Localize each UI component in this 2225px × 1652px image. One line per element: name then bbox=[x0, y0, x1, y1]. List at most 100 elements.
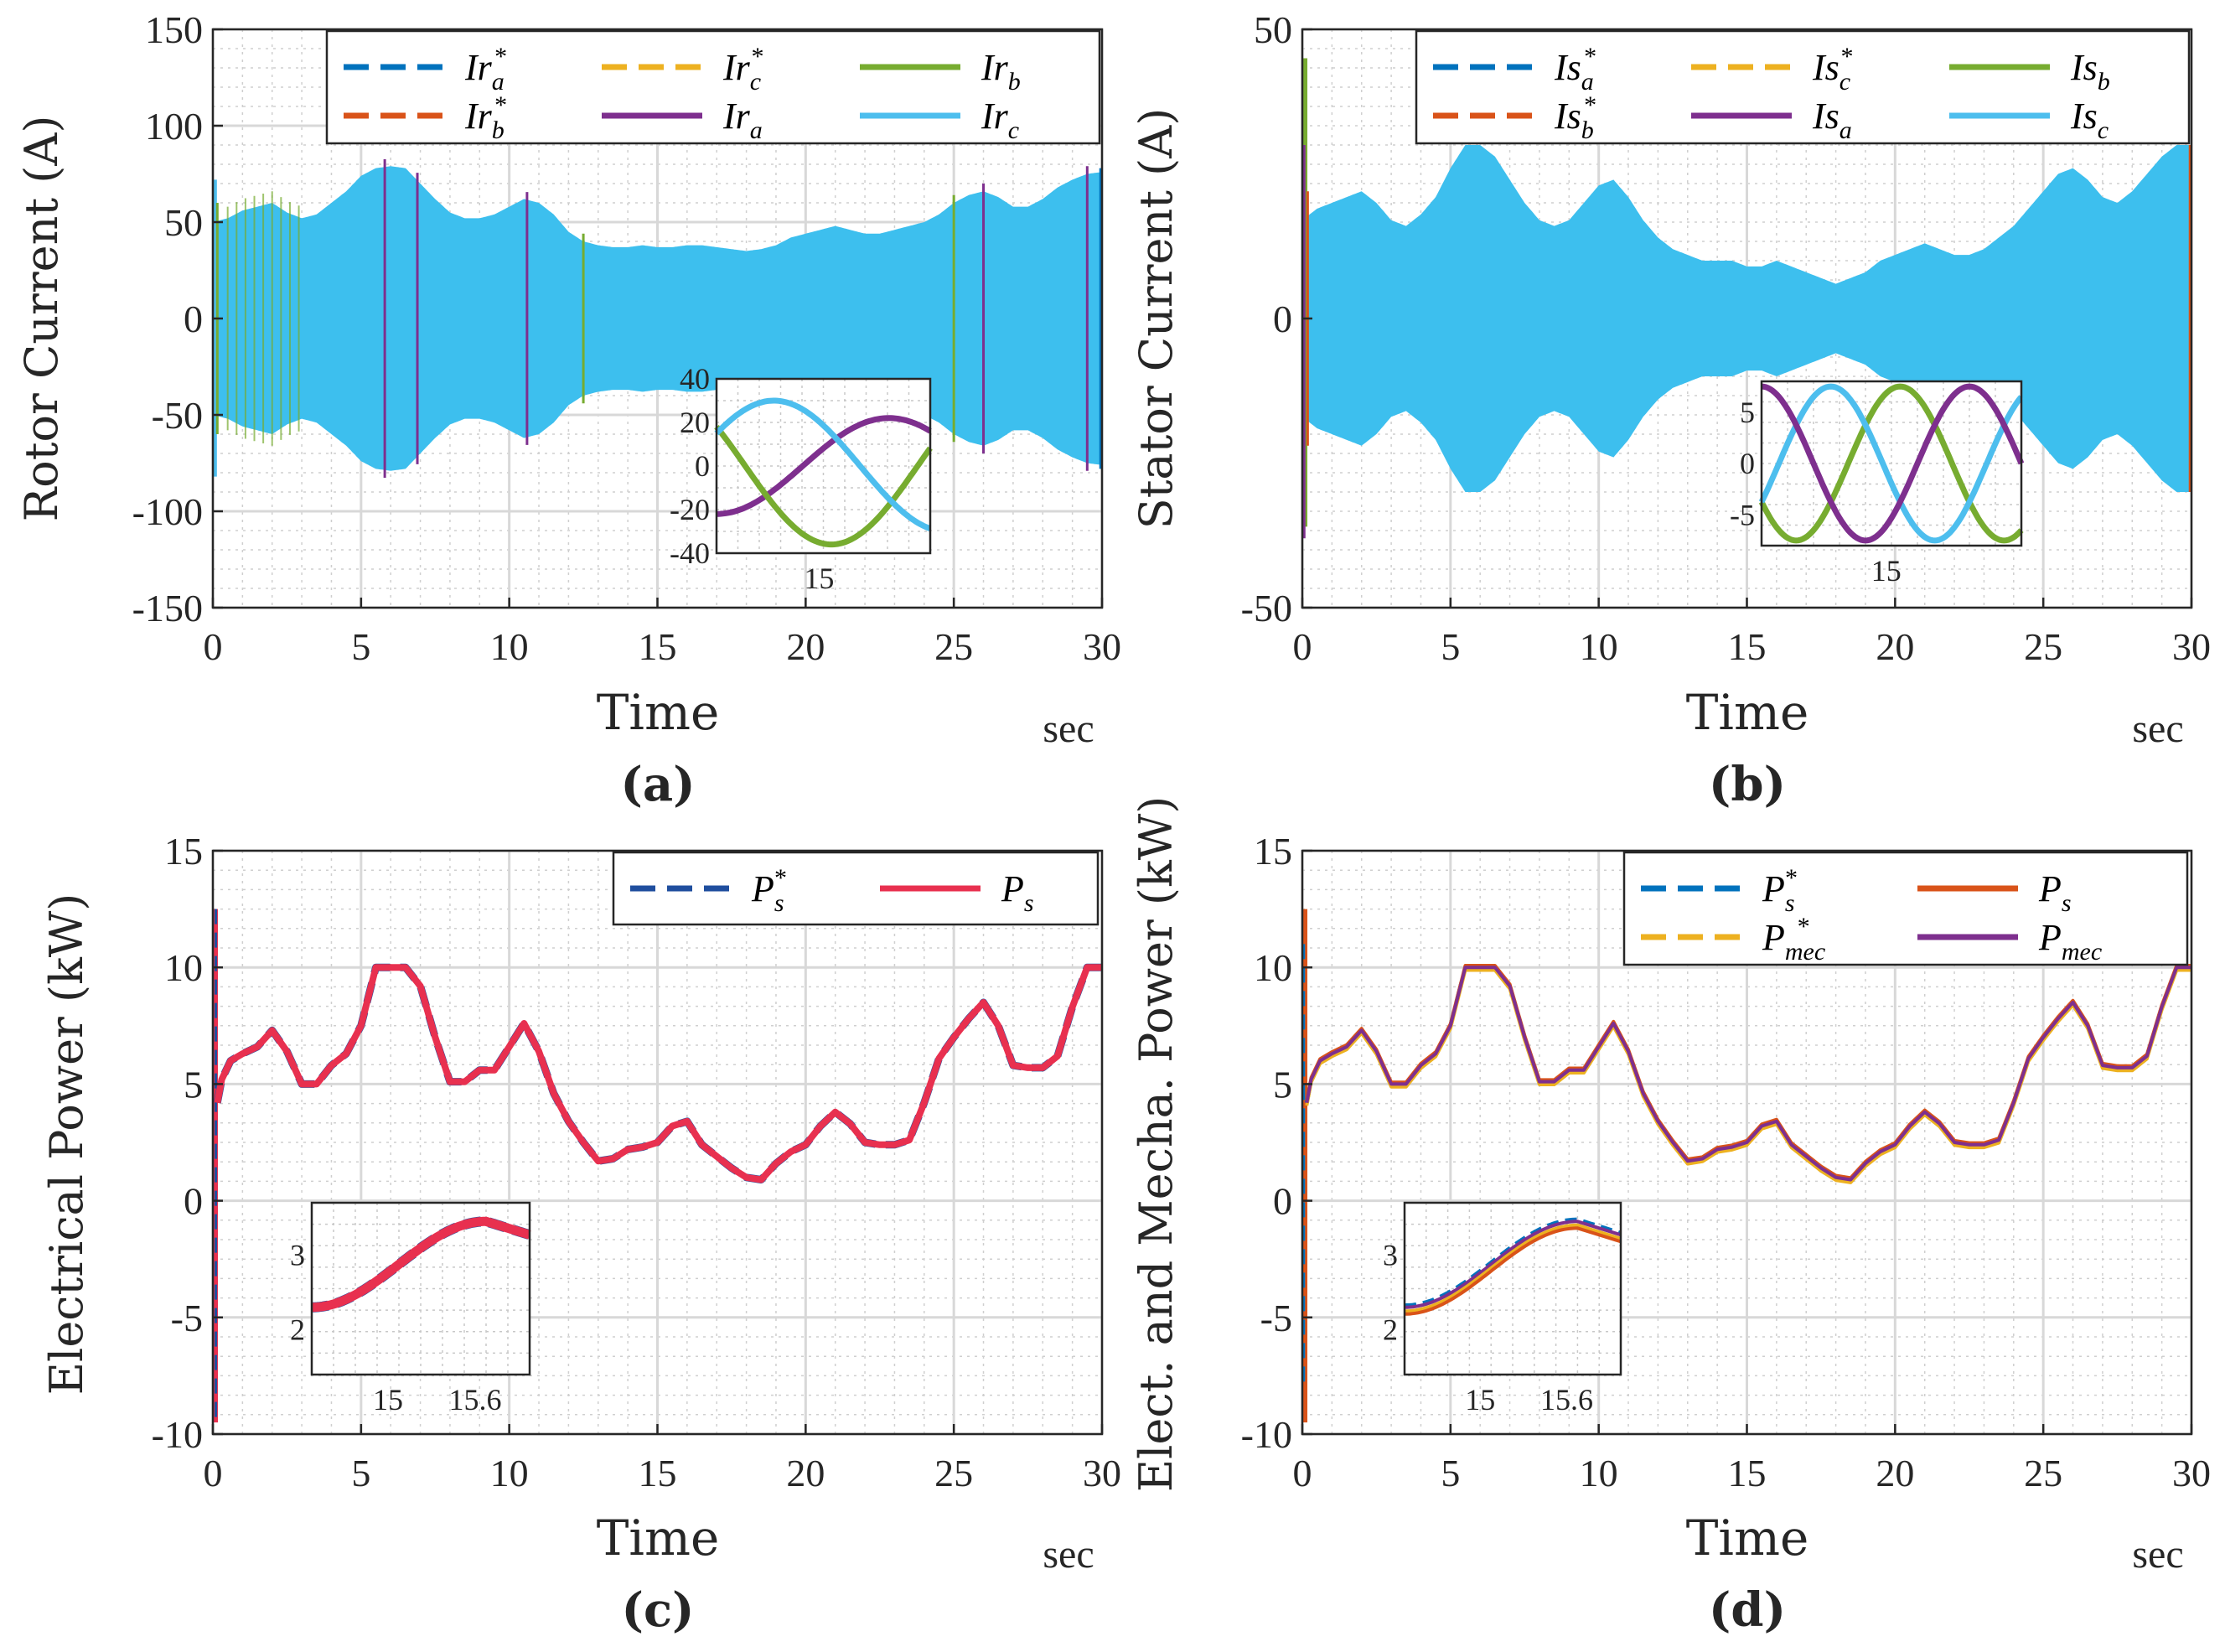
panel-d-ticks: 0 5 10 15 20 25 30 15 10 5 0 -5 -10 bbox=[1241, 830, 2211, 1494]
legend-label: Isc bbox=[2070, 96, 2109, 144]
legend-label: Ps* bbox=[751, 864, 786, 917]
ps-line bbox=[214, 964, 1102, 1183]
panel-c-plot bbox=[213, 909, 1102, 1423]
panel-d-legend: Ps* Ps Pmec* Pmec bbox=[1622, 851, 2189, 966]
x-tick-label: 10 bbox=[490, 1452, 529, 1494]
inset-y-tick-label: 0 bbox=[695, 449, 710, 483]
legend-label: Pmec bbox=[2038, 917, 2102, 966]
x-tick-label: 15 bbox=[639, 625, 677, 668]
inset-y-tick-label: 40 bbox=[680, 362, 710, 396]
ps-ref-line bbox=[213, 963, 1102, 1183]
inset-y-tick-label: -20 bbox=[670, 493, 710, 526]
panel-a-ylabel: Rotor Current (A) bbox=[15, 116, 68, 522]
inset-line bbox=[1404, 1217, 1622, 1308]
x-tick-label: 20 bbox=[1876, 1452, 1914, 1494]
legend-label: Irb bbox=[981, 47, 1021, 96]
y-tick-label: -5 bbox=[171, 1297, 203, 1339]
legend-label: Isb bbox=[2070, 47, 2110, 96]
panel-d-x-unit: sec bbox=[2132, 1532, 2183, 1577]
inset-y-tick-label: -40 bbox=[670, 536, 710, 570]
panel-b-legend: Isa* Isc* Isb Isb* Isa Isc bbox=[1415, 29, 2191, 145]
y-tick-label: 5 bbox=[184, 1063, 203, 1106]
x-tick-label: 30 bbox=[1083, 625, 1121, 668]
x-tick-label: 25 bbox=[934, 625, 973, 668]
legend-box bbox=[612, 851, 1100, 926]
y-tick-label: -10 bbox=[152, 1413, 203, 1456]
panel-c-x-unit: sec bbox=[1043, 1532, 1094, 1577]
x-tick-label: 0 bbox=[204, 1452, 223, 1494]
panel-c-ylabel: Electrical Power (kW) bbox=[40, 893, 93, 1396]
inset-x-tick-label: 15 bbox=[804, 562, 834, 595]
inset-series-is_c bbox=[1758, 383, 2024, 544]
y-tick-label: 0 bbox=[184, 1180, 203, 1223]
inset-series-is_b bbox=[1758, 383, 2024, 544]
series-p_mec-ref bbox=[1305, 968, 2191, 1184]
inset-y-tick-label: 20 bbox=[680, 406, 710, 439]
stator-current-envelope bbox=[1302, 145, 2191, 492]
panel-d-plot bbox=[1302, 909, 2191, 1423]
panel-b-inset: 5 0 -5 15 bbox=[1730, 380, 2025, 588]
panel-b-caption: (b) bbox=[1709, 757, 1786, 812]
inset-y-tick-label: 3 bbox=[290, 1238, 305, 1271]
inset-box bbox=[310, 1201, 531, 1376]
inset-line bbox=[1404, 1220, 1622, 1309]
panel-b-xlabel: Time bbox=[1686, 684, 1809, 741]
y-tick-label: 10 bbox=[1254, 946, 1292, 989]
x-tick-label: 0 bbox=[204, 625, 223, 668]
x-tick-label: 5 bbox=[351, 625, 370, 668]
legend-label: Ira* bbox=[464, 43, 506, 96]
x-tick-label: 20 bbox=[786, 1452, 825, 1494]
x-tick-label: 5 bbox=[1441, 1452, 1460, 1494]
x-tick-label: 15 bbox=[1728, 625, 1767, 668]
legend-label: Isa* bbox=[1554, 43, 1596, 96]
y-tick-label: -50 bbox=[152, 394, 203, 437]
series-p_mec bbox=[1305, 966, 2191, 1182]
legend-label: Irc* bbox=[722, 43, 763, 96]
inset-box bbox=[715, 377, 932, 555]
ps-ref-line bbox=[1304, 965, 2191, 1182]
panel-d-inset: 3 2 15 15.6 bbox=[1383, 1201, 1622, 1416]
y-tick-label: 0 bbox=[184, 298, 203, 340]
panel-c-inset: 3 2 15 15.6 bbox=[290, 1201, 531, 1416]
x-tick-label: 15 bbox=[639, 1452, 677, 1494]
x-tick-label: 10 bbox=[1580, 625, 1618, 668]
legend-label: Ps* bbox=[1762, 864, 1797, 917]
inset-line bbox=[1405, 1223, 1622, 1313]
panel-d-ylabel: Elect. and Mecha. Power (kW) bbox=[1130, 796, 1182, 1493]
y-tick-label: -150 bbox=[132, 587, 203, 629]
inset-y-tick-label: 2 bbox=[290, 1313, 305, 1347]
legend-label: Isc* bbox=[1812, 43, 1852, 96]
x-tick-label: 30 bbox=[1083, 1452, 1121, 1494]
inset-x-tick-label: 15.6 bbox=[1540, 1383, 1593, 1416]
series-p_s bbox=[1305, 964, 2191, 1180]
panel-d-xlabel: Time bbox=[1686, 1510, 1809, 1567]
x-tick-label: 20 bbox=[786, 625, 825, 668]
panel-a-caption: (a) bbox=[620, 757, 695, 812]
y-tick-label: 0 bbox=[1273, 298, 1292, 340]
inset-y-tick-label: 3 bbox=[1383, 1238, 1398, 1271]
panel-b-x-unit: sec bbox=[2132, 707, 2183, 751]
panel-a-xlabel: Time bbox=[597, 684, 720, 741]
y-tick-label: 50 bbox=[1254, 8, 1292, 51]
y-tick-label: 15 bbox=[164, 830, 203, 873]
panel-d-caption: (d) bbox=[1709, 1582, 1786, 1638]
x-tick-label: 15 bbox=[1728, 1452, 1767, 1494]
y-tick-label: 0 bbox=[1273, 1180, 1292, 1223]
panel-b-ylabel: Stator Current (A) bbox=[1130, 108, 1182, 530]
y-tick-label: -100 bbox=[132, 490, 203, 533]
inset-series-ir_a bbox=[717, 415, 932, 517]
legend-label: Ira bbox=[722, 96, 763, 144]
inset-box bbox=[1403, 1201, 1622, 1376]
inset-x-tick-label: 15 bbox=[1465, 1383, 1495, 1416]
inset-series-ir_b bbox=[714, 425, 933, 548]
panel-a-inset: 40 20 0 -20 -40 15 bbox=[670, 362, 933, 595]
stator-current-spikes bbox=[1302, 58, 2191, 539]
panel-c-ticks: 0 5 10 15 20 25 30 15 10 5 0 -5 -10 bbox=[152, 830, 1121, 1494]
inset-line bbox=[311, 1216, 531, 1313]
inset-x-tick-label: 15 bbox=[373, 1383, 403, 1416]
panel-c-xlabel: Time bbox=[597, 1510, 720, 1567]
